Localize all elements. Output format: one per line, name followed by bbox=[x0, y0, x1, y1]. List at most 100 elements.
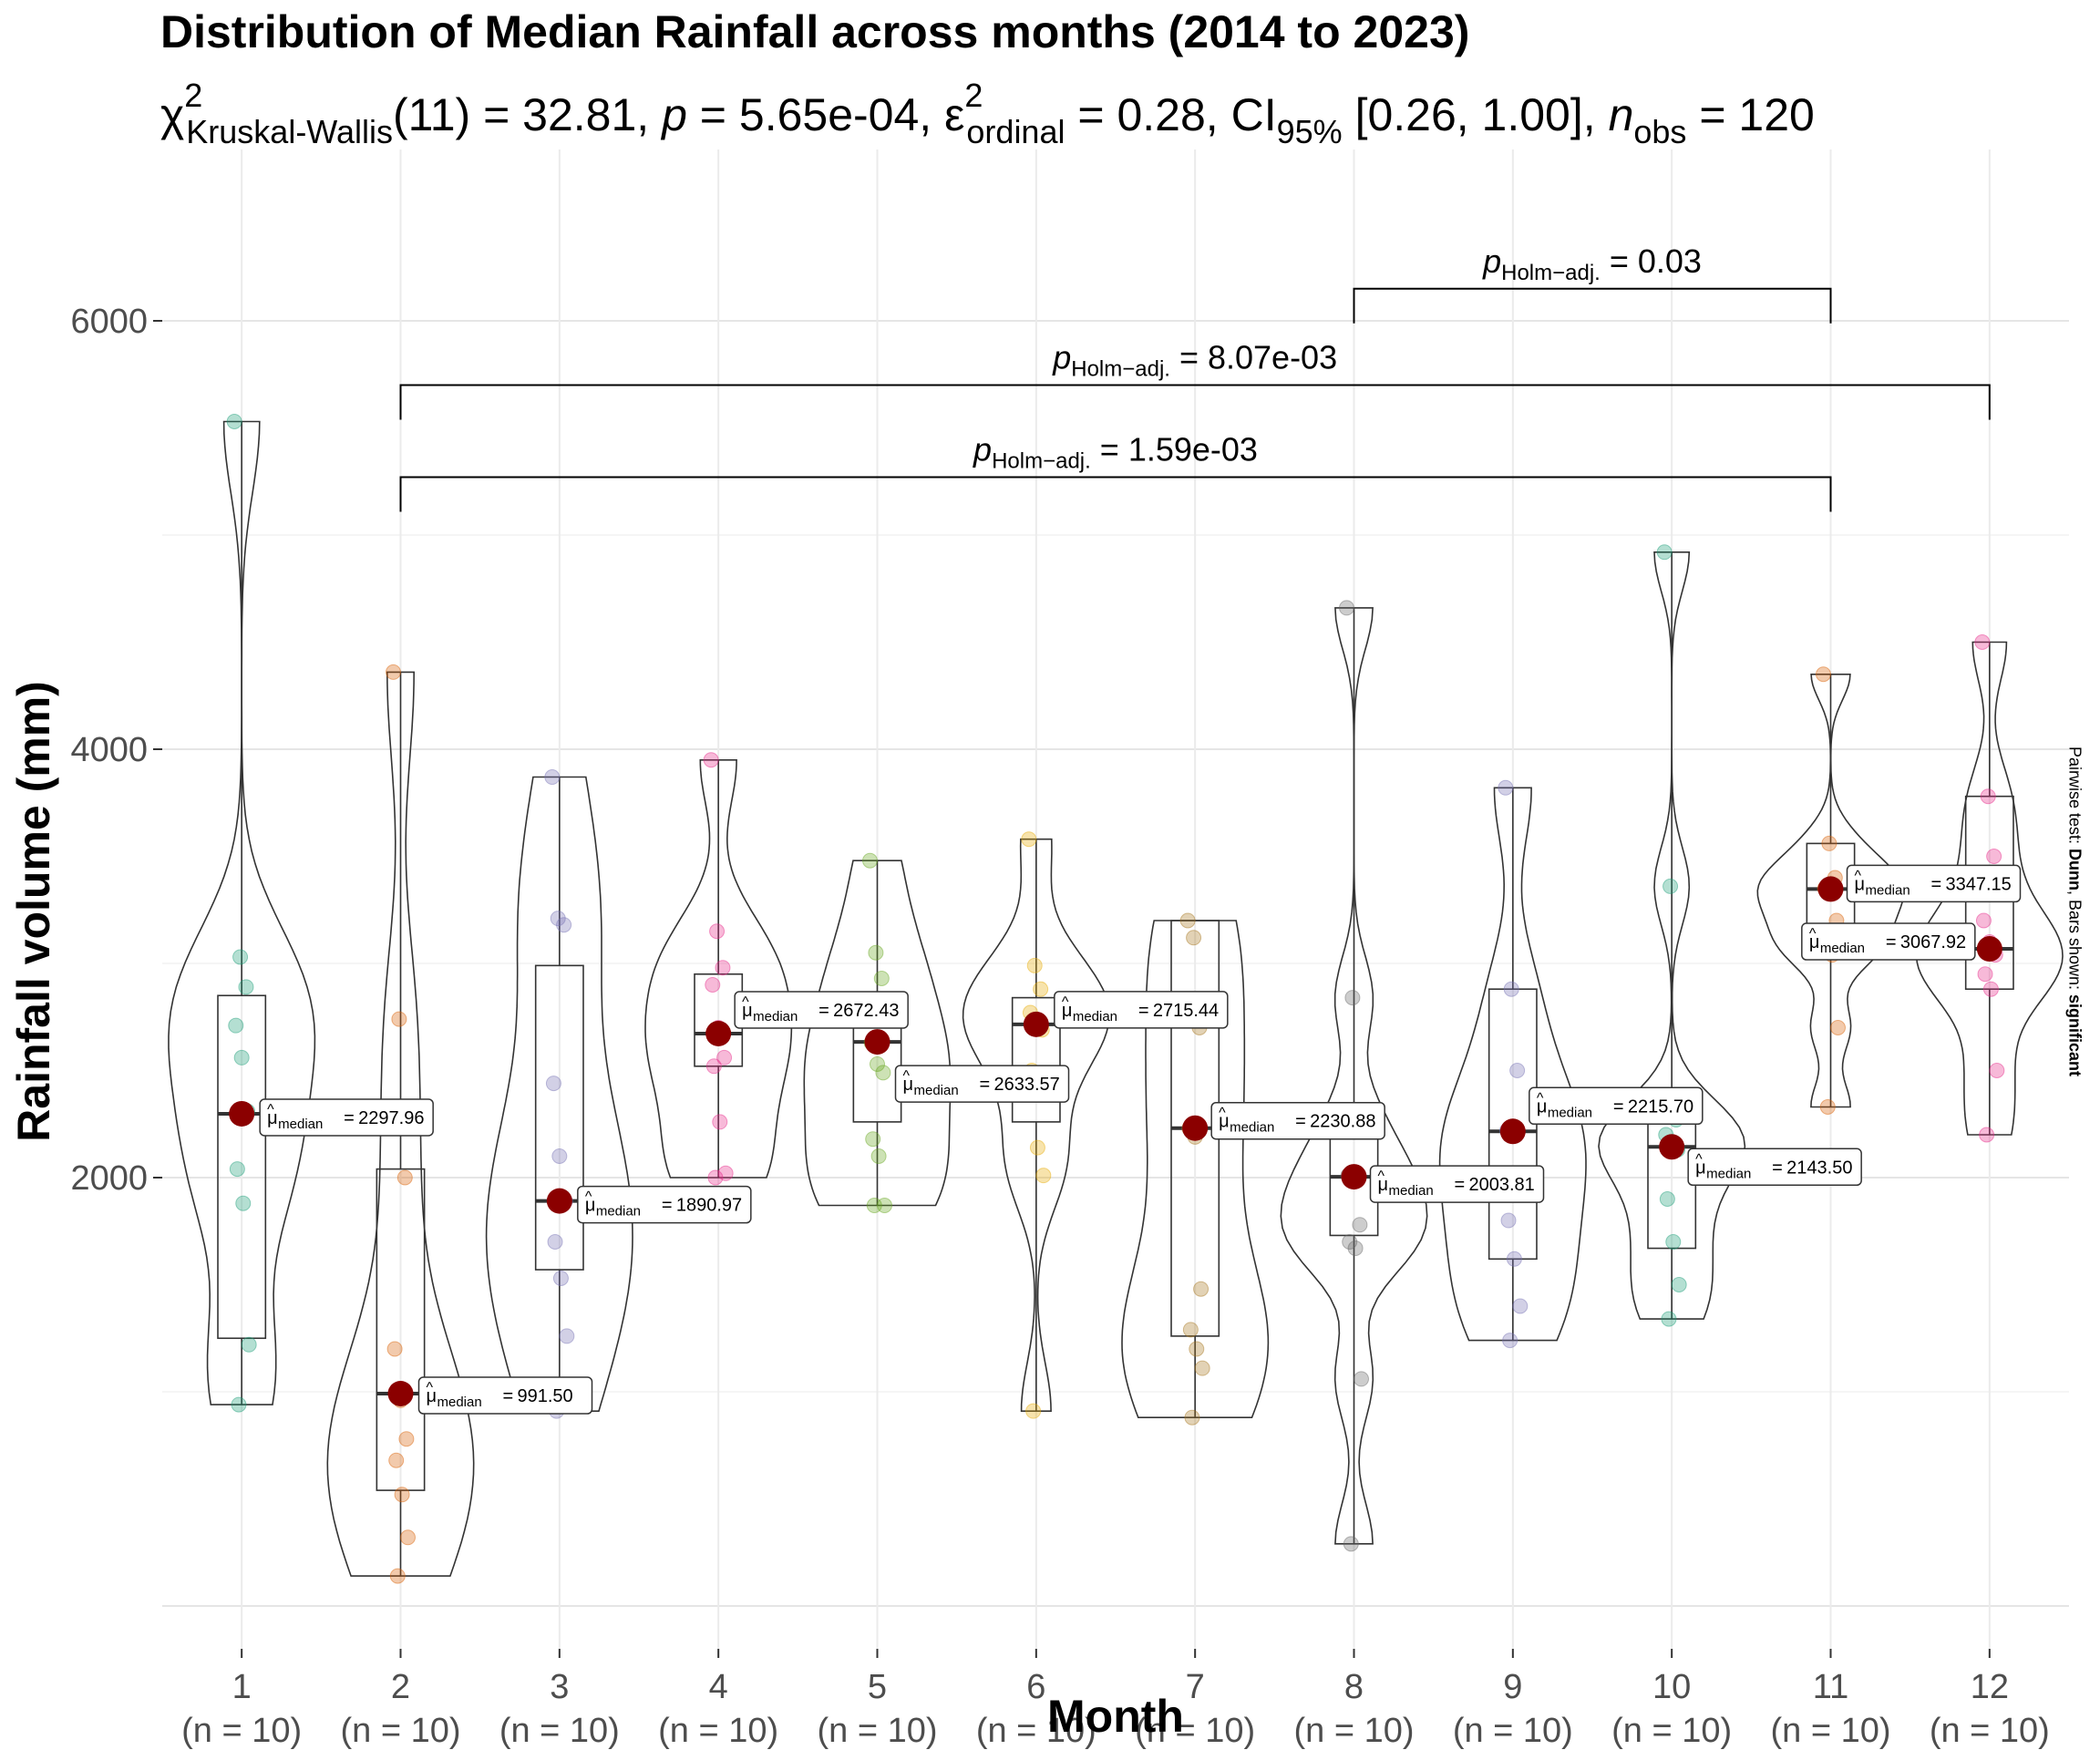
point-5 bbox=[877, 1198, 892, 1214]
effsize-value: 0.28 bbox=[1117, 89, 1206, 140]
point-4 bbox=[705, 977, 721, 993]
median-symbol: μ bbox=[1062, 1001, 1073, 1021]
median-label-2: ^μ median = 991.50 bbox=[417, 1376, 593, 1415]
median-sub: median bbox=[1073, 1009, 1117, 1024]
median-sub: median bbox=[1548, 1105, 1592, 1120]
point-1 bbox=[228, 1017, 244, 1034]
median-equals: = bbox=[980, 1075, 991, 1095]
median-equals: = bbox=[503, 1386, 514, 1406]
y-axis-label: Rainfall volume (mm) bbox=[8, 681, 59, 1142]
x-tick-label: 3 bbox=[550, 1668, 569, 1706]
chart-subtitle: χ2Kruskal-Wallis(11) = 32.81, p = 5.65e-… bbox=[160, 77, 1815, 150]
point-12 bbox=[1989, 1063, 2005, 1078]
median-hat: ^ bbox=[1062, 994, 1069, 1010]
median-label-box bbox=[734, 991, 909, 1029]
median-hat: ^ bbox=[585, 1189, 592, 1205]
point-5 bbox=[875, 1065, 891, 1081]
median-value: 2297.96 bbox=[358, 1108, 424, 1128]
median-labels: ^μ median = 2297.96^μ median = 991.50^μ median =… bbox=[259, 864, 2022, 1415]
median-value: 3347.15 bbox=[1946, 874, 2012, 894]
point-12 bbox=[1980, 788, 1996, 805]
median-label-12: ^μ median = 3067.92 bbox=[1801, 922, 1976, 961]
point-4 bbox=[709, 923, 726, 940]
n-label: n bbox=[1608, 89, 1634, 140]
point-6 bbox=[1029, 1139, 1045, 1156]
median-label-10: ^μ median = 2143.50 bbox=[1687, 1148, 1862, 1187]
x-tick-label: 9 bbox=[1503, 1668, 1522, 1706]
ci-label: CI bbox=[1230, 89, 1277, 140]
median-value: 2143.50 bbox=[1786, 1158, 1852, 1178]
point-12 bbox=[1982, 981, 1999, 997]
median-symbol: μ bbox=[1695, 1158, 1706, 1178]
point-9 bbox=[1502, 1333, 1518, 1349]
median-hat: ^ bbox=[742, 994, 749, 1010]
point-11 bbox=[1816, 666, 1831, 683]
y-tick-label: 6000 bbox=[70, 303, 148, 341]
median-label-4: ^μ median = 2672.43 bbox=[734, 991, 909, 1029]
median-marker-4 bbox=[705, 1020, 732, 1046]
point-1 bbox=[231, 1396, 247, 1413]
median-equals: = bbox=[1295, 1112, 1306, 1132]
median-markers bbox=[229, 876, 2002, 1406]
point-12 bbox=[1974, 634, 1991, 650]
stat-symbol: χ bbox=[160, 89, 185, 140]
median-sub: median bbox=[1706, 1166, 1751, 1181]
violin-12 bbox=[1915, 641, 2064, 1136]
x-tick-label: 7 bbox=[1186, 1668, 1205, 1706]
y-tick-label: 4000 bbox=[70, 731, 148, 769]
median-label-1: ^μ median = 2297.96 bbox=[259, 1098, 434, 1137]
median-hat: ^ bbox=[267, 1102, 274, 1117]
median-label-box bbox=[1846, 864, 2022, 903]
point-9 bbox=[1503, 981, 1519, 997]
point-7 bbox=[1194, 1360, 1210, 1376]
x-tick-label: 12 bbox=[1971, 1668, 2009, 1706]
violin-6 bbox=[962, 838, 1110, 1412]
median-hat: ^ bbox=[1219, 1106, 1226, 1121]
point-3 bbox=[544, 769, 561, 786]
point-5 bbox=[866, 1198, 882, 1214]
effsize-sub: ordinal bbox=[966, 113, 1065, 150]
point-9 bbox=[1509, 1063, 1526, 1078]
median-hat: ^ bbox=[1537, 1090, 1544, 1106]
x-tick-label: 8 bbox=[1344, 1668, 1364, 1706]
median-value: 3067.92 bbox=[1900, 932, 1966, 952]
point-9 bbox=[1506, 1251, 1522, 1267]
point-12 bbox=[1975, 912, 1992, 929]
median-symbol: μ bbox=[903, 1075, 914, 1095]
x-tick-count: (n = 10) bbox=[499, 1712, 620, 1750]
point-8 bbox=[1343, 1536, 1359, 1552]
x-tick-label: 11 bbox=[1813, 1668, 1848, 1706]
y-axis: 2000 4000 6000 bbox=[70, 303, 162, 1198]
point-4 bbox=[717, 1165, 734, 1181]
median-label-box bbox=[417, 1376, 593, 1415]
median-marker-6 bbox=[1023, 1011, 1049, 1037]
ci-value: [0.26, 1.00] bbox=[1354, 89, 1583, 140]
point-3 bbox=[550, 911, 566, 927]
x-tick-count: (n = 10) bbox=[658, 1712, 778, 1750]
median-label-box bbox=[577, 1185, 752, 1224]
median-equals: = bbox=[1455, 1175, 1466, 1195]
x-tick-count: (n = 10) bbox=[1453, 1712, 1573, 1750]
point-7 bbox=[1189, 1341, 1205, 1357]
median-label-8: ^μ median = 2003.81 bbox=[1369, 1165, 1545, 1203]
x-tick-count: (n = 10) bbox=[1930, 1712, 2050, 1750]
point-6 bbox=[1035, 1168, 1052, 1184]
x-tick-count: (n = 10) bbox=[340, 1712, 460, 1750]
stat-df: (11) bbox=[392, 89, 471, 140]
point-5 bbox=[873, 970, 890, 986]
point-12 bbox=[1979, 1127, 1995, 1143]
x-tick-label: 4 bbox=[709, 1668, 728, 1706]
point-5 bbox=[870, 1055, 885, 1072]
stat-value: 32.81 bbox=[522, 89, 637, 140]
point-7 bbox=[1186, 930, 1202, 946]
median-sub: median bbox=[596, 1204, 641, 1220]
median-hat: ^ bbox=[1855, 868, 1862, 883]
median-symbol: μ bbox=[427, 1386, 438, 1406]
point-2 bbox=[391, 1011, 407, 1027]
point-1 bbox=[232, 949, 249, 965]
x-tick-count: (n = 10) bbox=[1770, 1712, 1890, 1750]
caption-test: Dunn bbox=[2065, 849, 2085, 890]
point-4 bbox=[707, 1169, 724, 1186]
point-9 bbox=[1500, 1212, 1517, 1229]
bracket-label: pHolm−adj. = 8.07e-03 bbox=[1052, 339, 1337, 382]
